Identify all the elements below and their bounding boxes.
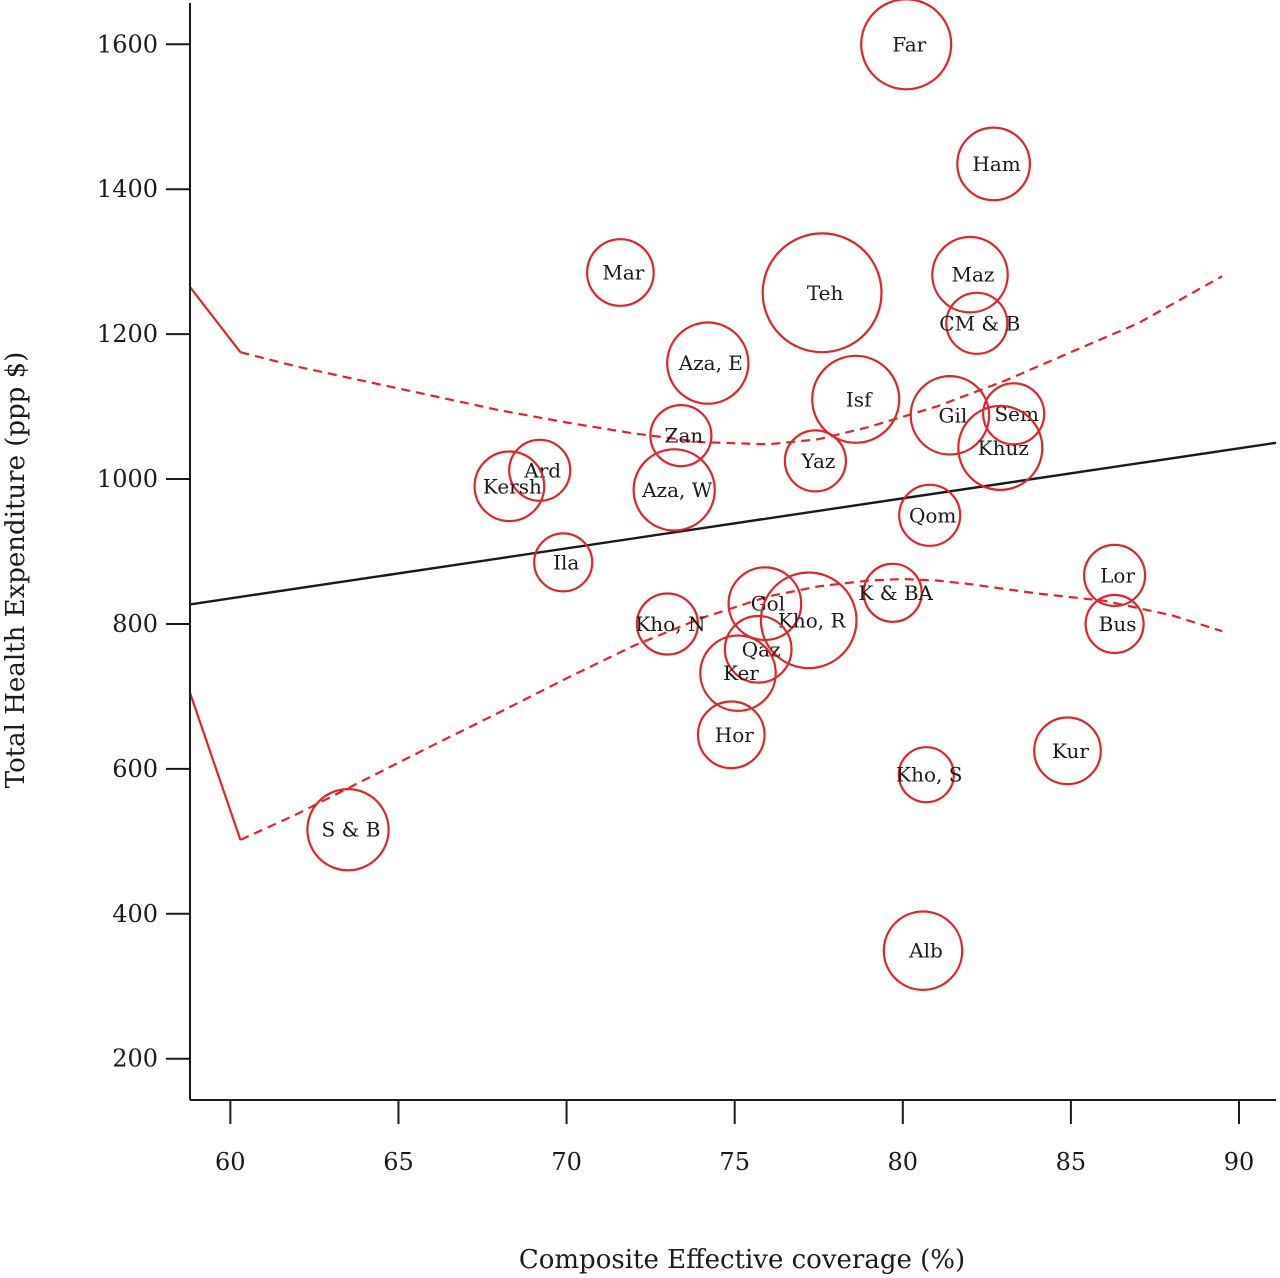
y-tick-label: 1600	[97, 30, 158, 58]
bubble-label: Bus	[1099, 612, 1137, 636]
bubble-point	[473, 450, 546, 523]
bubble-point	[783, 429, 848, 493]
bubble-point	[306, 788, 390, 872]
x-tick-label: 70	[551, 1148, 582, 1176]
bubble-point	[508, 438, 572, 502]
ci-lower-dashed-line	[239, 577, 1223, 841]
bubble-point	[649, 404, 713, 468]
bubble-point	[723, 614, 793, 684]
bubble-point	[882, 910, 964, 992]
x-tick-label: 60	[215, 1148, 246, 1176]
bubble-label: Aza, E	[678, 351, 743, 375]
bubble-point	[956, 126, 1031, 202]
bubble-point	[945, 291, 1009, 355]
bubble-point	[931, 235, 1009, 314]
bubble-label: Kho, S	[896, 763, 962, 787]
bubble-label: Maz	[952, 263, 995, 287]
x-tick-label: 85	[1056, 1148, 1087, 1176]
bubble-point	[586, 238, 655, 307]
bubble-point	[1082, 543, 1147, 608]
y-tick-label: 800	[112, 610, 158, 638]
bubble-label: Isf	[846, 387, 873, 411]
bubble-point	[632, 448, 716, 532]
y-tick-label: 1400	[97, 175, 158, 203]
bubble-point	[635, 592, 700, 656]
bubble-label: Ham	[972, 152, 1020, 176]
y-tick-label: 600	[112, 755, 158, 783]
bubble-point	[1033, 716, 1102, 786]
ci-lower-solid-line	[188, 692, 242, 841]
regression-line	[189, 441, 1277, 606]
bubble-label: S & B	[322, 818, 381, 842]
bubble-label: Hor	[715, 723, 754, 747]
x-axis-title: Composite Effective coverage (%)	[519, 1245, 965, 1275]
y-tick-label: 200	[112, 1045, 158, 1073]
bubble-point	[761, 232, 883, 354]
bubble-label: Kersh	[483, 474, 542, 498]
bubble-label: Mar	[602, 261, 644, 285]
bubble-label: Kho, N	[635, 612, 705, 636]
bubble-label: Yaz	[800, 449, 835, 473]
ci-upper-dashed-line	[240, 275, 1223, 446]
bubble-point	[898, 483, 962, 547]
bubble-label: Teh	[807, 281, 844, 305]
bubble-point	[862, 562, 923, 623]
bubble-point	[759, 571, 858, 670]
bubble-point	[666, 321, 750, 405]
y-tick-label: 1200	[97, 320, 158, 348]
y-tick-label: 400	[112, 900, 158, 928]
bubble-label: Qaz	[742, 637, 781, 661]
confidence-bands	[188, 275, 1223, 841]
bubble-label: Lor	[1100, 563, 1135, 587]
bubble-label: Kho, R	[778, 608, 847, 632]
bubble-point	[860, 0, 953, 91]
bubble-point	[957, 404, 1044, 491]
bubble-label: Khuz	[978, 436, 1029, 460]
bubble-point	[1084, 593, 1145, 655]
x-tick-label: 75	[719, 1148, 750, 1176]
bubble-label: Gil	[939, 403, 968, 427]
bubble-point	[909, 374, 991, 456]
axes: 60 65 70 75 80 85 90 200 400 600 800 1000 1200 1400 16…	[97, 3, 1276, 1176]
bubble-label: Kur	[1052, 739, 1089, 763]
bubble-label: Alb	[908, 939, 943, 963]
bubble-label: K & BA	[858, 581, 933, 605]
y-axis-title: Total Health Expenditure (ppp $)	[1, 352, 31, 789]
bubble-label: Far	[892, 32, 926, 56]
bubble-label: Aza, W	[641, 478, 713, 502]
bubble-point	[533, 532, 594, 593]
bubble-label: Zan	[665, 424, 704, 448]
bubble-label: Ila	[553, 550, 579, 574]
bubble-point	[982, 382, 1046, 446]
bubble-label: Qom	[909, 503, 956, 527]
ci-upper-solid-line	[189, 286, 242, 353]
bubble-point	[699, 634, 777, 713]
bubble-label: CM & B	[939, 311, 1020, 335]
regression-line-group	[189, 441, 1277, 606]
x-tick-label: 90	[1224, 1148, 1255, 1176]
x-tick-label: 80	[888, 1148, 919, 1176]
bubble-point	[811, 354, 901, 444]
bubble-label: Ker	[723, 661, 759, 685]
bubble-point	[696, 700, 766, 770]
bubble-point	[897, 746, 955, 804]
x-tick-label: 65	[383, 1148, 414, 1176]
y-tick-label: 1000	[97, 465, 158, 493]
